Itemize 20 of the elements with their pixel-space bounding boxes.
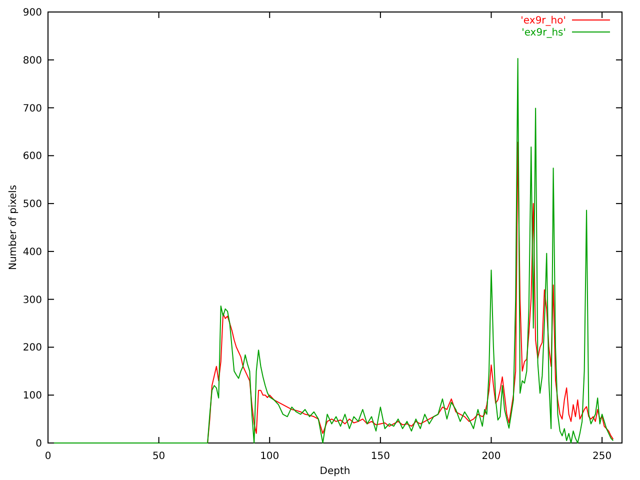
y-tick-label: 300: [22, 294, 42, 306]
y-tick-label: 900: [22, 8, 42, 18]
x-tick-label: 50: [152, 451, 166, 462]
legend-label: 'ex9r_ho': [520, 16, 566, 26]
legend-label: 'ex9r_hs': [522, 28, 566, 38]
y-tick-label: 500: [22, 199, 42, 210]
x-tick-label: 200: [482, 451, 501, 462]
y-tick-label: 100: [22, 390, 42, 402]
x-tick-label: 150: [370, 451, 390, 462]
y-tick-label: 600: [22, 151, 42, 162]
x-tick-label: 250: [592, 451, 612, 462]
x-tick-label: 100: [260, 451, 280, 462]
y-tick-label: 400: [22, 246, 42, 258]
x-axis-title: Depth: [320, 466, 350, 477]
y-tick-label: 200: [22, 342, 42, 354]
y-tick-label: 700: [22, 103, 42, 114]
x-tick-label: 0: [44, 451, 52, 462]
y-tick-label: 800: [22, 55, 42, 66]
y-tick-label: 0: [36, 438, 42, 450]
y-axis-title: Number of pixels: [8, 184, 19, 270]
